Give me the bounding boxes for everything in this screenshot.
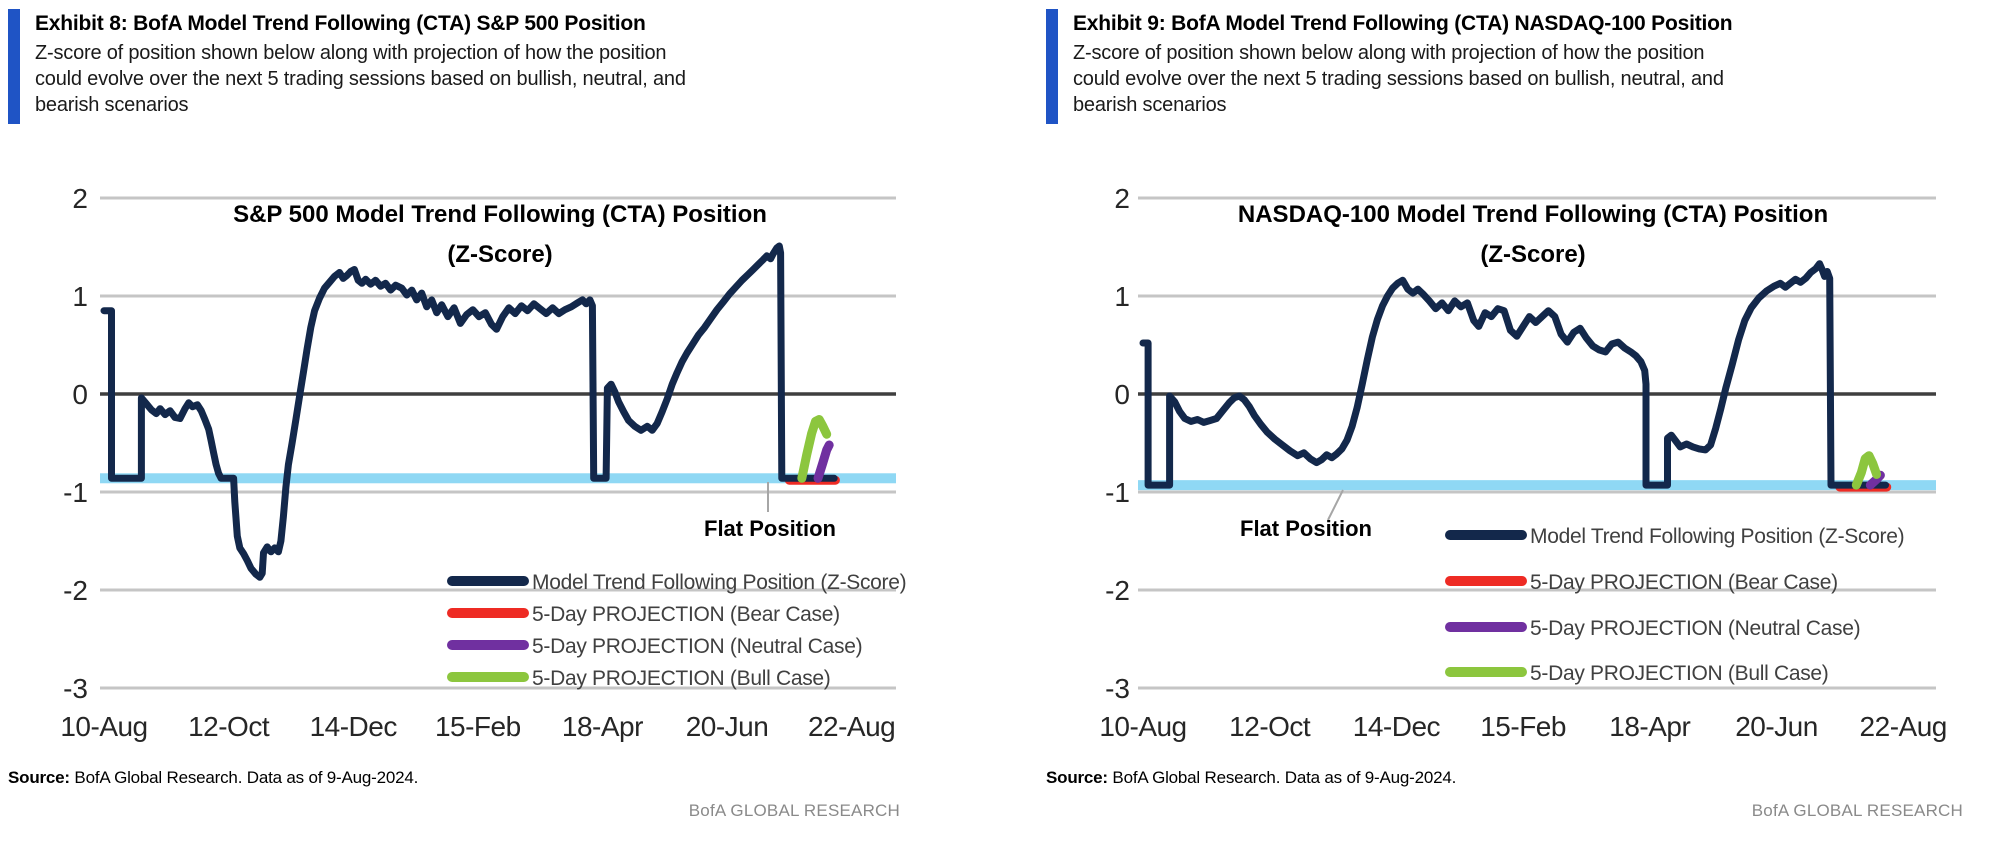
legend-label: 5-Day PROJECTION (Neutral Case) bbox=[532, 635, 862, 658]
y-axis-tick-label: -1 bbox=[63, 477, 88, 508]
bofa-global-research-footer: BofA GLOBAL RESEARCH bbox=[1751, 801, 1963, 820]
exhibit-8-title: Exhibit 8: BofA Model Trend Following (C… bbox=[35, 12, 646, 35]
series-5-day-projection-neutral-case- bbox=[813, 440, 834, 483]
y-axis-tick-label: 1 bbox=[72, 281, 88, 312]
x-axis-tick-label: 10-Aug bbox=[1099, 711, 1186, 742]
x-axis-tick-label: 20-Jun bbox=[686, 711, 769, 742]
exhibit-9-title: Exhibit 9: BofA Model Trend Following (C… bbox=[1073, 12, 1733, 35]
chart-title: S&P 500 Model Trend Following (CTA) Posi… bbox=[233, 201, 767, 228]
exhibit-9-panel: Exhibit 9: BofA Model Trend Following (C… bbox=[1046, 6, 1996, 861]
x-axis-tick-label: 14-Dec bbox=[1353, 711, 1441, 742]
chart-title: (Z-Score) bbox=[1480, 241, 1585, 268]
source-label: Source: bbox=[8, 768, 70, 787]
legend-label: Model Trend Following Position (Z-Score) bbox=[532, 571, 906, 594]
x-axis-tick-label: 14-Dec bbox=[310, 711, 398, 742]
x-axis-tick-label: 18-Apr bbox=[1609, 711, 1690, 742]
exhibit-8-panel: Exhibit 8: BofA Model Trend Following (C… bbox=[8, 6, 963, 861]
legend-label: 5-Day PROJECTION (Bear Case) bbox=[1530, 571, 1838, 594]
exhibit-8-subtitle: Z-score of position shown below along wi… bbox=[35, 42, 686, 116]
flat-position-label: Flat Position bbox=[1240, 516, 1372, 541]
series-5-day-projection-bull-case- bbox=[1851, 451, 1882, 490]
exhibit-9-subtitle: Z-score of position shown below along wi… bbox=[1073, 42, 1724, 116]
source-note: Source: BofA Global Research. Data as of… bbox=[1046, 768, 1456, 788]
series-model-trend-following-position-z-score- bbox=[1139, 260, 1889, 489]
x-axis-tick-label: 22-Aug bbox=[808, 711, 895, 742]
source-label: Source: bbox=[1046, 768, 1108, 787]
y-axis-tick-label: 2 bbox=[1114, 183, 1130, 214]
x-axis-tick-label: 10-Aug bbox=[60, 711, 147, 742]
exhibit-9-header: Exhibit 9: BofA Model Trend Following (C… bbox=[1046, 6, 1996, 124]
y-axis-tick-label: 0 bbox=[72, 379, 88, 410]
legend-label: Model Trend Following Position (Z-Score) bbox=[1530, 525, 1904, 548]
x-axis-tick-label: 22-Aug bbox=[1860, 711, 1947, 742]
legend-label: 5-Day PROJECTION (Bear Case) bbox=[532, 603, 840, 626]
y-axis-tick-label: 2 bbox=[72, 183, 88, 214]
y-axis-tick-label: 1 bbox=[1114, 281, 1130, 312]
source-text: BofA Global Research. Data as of 9-Aug-2… bbox=[69, 768, 419, 787]
x-axis-tick-label: 12-Oct bbox=[1229, 711, 1311, 742]
source-text: BofA Global Research. Data as of 9-Aug-2… bbox=[1107, 768, 1457, 787]
y-axis-tick-label: -2 bbox=[63, 575, 88, 606]
exhibit-accent-bar bbox=[1046, 9, 1058, 124]
x-axis-tick-label: 15-Feb bbox=[435, 711, 521, 742]
bofa-global-research-footer: BofA GLOBAL RESEARCH bbox=[688, 801, 900, 820]
flat-position-leader bbox=[1327, 489, 1344, 521]
chart-title: (Z-Score) bbox=[447, 241, 552, 268]
y-axis-tick-label: -2 bbox=[1105, 575, 1130, 606]
y-axis-tick-label: -3 bbox=[63, 673, 88, 704]
legend-label: 5-Day PROJECTION (Bull Case) bbox=[532, 667, 831, 690]
chart-title: NASDAQ-100 Model Trend Following (CTA) P… bbox=[1238, 201, 1828, 228]
legend-label: 5-Day PROJECTION (Neutral Case) bbox=[1530, 617, 1860, 640]
y-axis-tick-label: -1 bbox=[1105, 477, 1130, 508]
legend-label: 5-Day PROJECTION (Bull Case) bbox=[1530, 662, 1829, 685]
exhibit-accent-bar bbox=[8, 9, 20, 124]
source-note: Source: BofA Global Research. Data as of… bbox=[8, 768, 418, 788]
exhibit-8-header: Exhibit 8: BofA Model Trend Following (C… bbox=[8, 6, 963, 124]
series-5-day-projection-bull-case- bbox=[797, 415, 832, 483]
x-axis-tick-label: 15-Feb bbox=[1480, 711, 1566, 742]
flat-position-band bbox=[1138, 480, 1936, 491]
nasdaq100-cta-chart: 2 1 0 -1 -2 -3 10-Aug 12-Oct 14-Dec 15-Feb 18-Apr 2… bbox=[1099, 183, 1947, 742]
flat-position-band bbox=[100, 473, 896, 484]
series-model-trend-following-position-z-score- bbox=[100, 242, 838, 581]
x-axis-tick-label: 18-Apr bbox=[562, 711, 643, 742]
flat-position-label: Flat Position bbox=[704, 516, 836, 541]
x-axis-tick-label: 12-Oct bbox=[188, 711, 270, 742]
sp500-cta-chart: 2 1 0 -1 -2 -3 10-Aug 12-Oct 14-Dec 15-Feb 18-Apr 2… bbox=[60, 183, 906, 742]
y-axis-tick-label: -3 bbox=[1105, 673, 1130, 704]
x-axis-tick-label: 20-Jun bbox=[1735, 711, 1818, 742]
y-axis-tick-label: 0 bbox=[1114, 379, 1130, 410]
